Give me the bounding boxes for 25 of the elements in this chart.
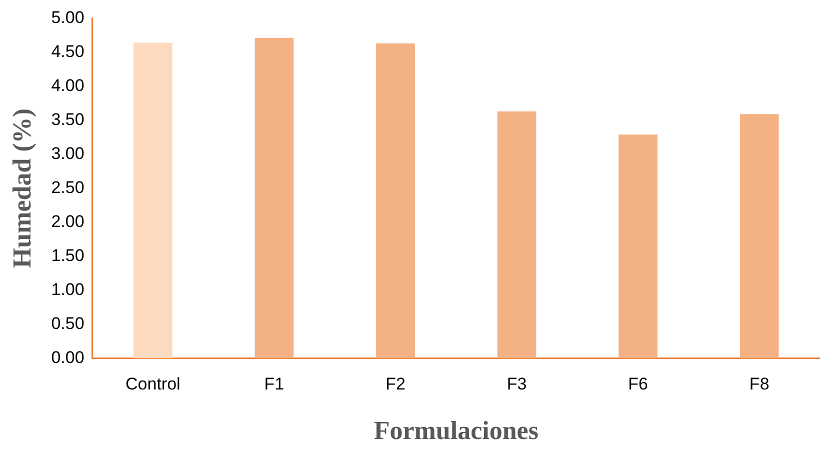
- y-axis-title: Humedad (%): [7, 108, 36, 268]
- x-axis-title: Formulaciones: [374, 416, 538, 446]
- bar: [376, 43, 415, 358]
- y-tick-label: 3.00: [51, 144, 84, 163]
- bar: [134, 42, 172, 358]
- bar: [618, 134, 658, 358]
- x-tick-label: F1: [264, 374, 284, 394]
- y-tick-label: 2.50: [51, 178, 84, 197]
- x-tick-label: Control: [126, 374, 180, 394]
- y-tick-label: 1.50: [51, 246, 84, 266]
- bar: [254, 38, 294, 358]
- y-tick-label: 3.50: [51, 110, 84, 129]
- x-tick-label: F3: [506, 374, 527, 394]
- x-tick-label: F2: [386, 374, 406, 394]
- x-tick-label: F6: [628, 374, 648, 394]
- bar: [740, 114, 779, 358]
- y-tick-label: 5.00: [51, 8, 84, 27]
- y-tick-label: 1.00: [51, 280, 84, 300]
- x-tick-label: F8: [749, 374, 770, 394]
- y-tick-label: 4.50: [51, 42, 84, 61]
- y-tick-label: 4.00: [51, 76, 84, 95]
- y-tick-label: 0.50: [51, 314, 84, 334]
- bar: [497, 111, 536, 358]
- y-tick-label: 2.00: [51, 212, 84, 232]
- y-tick-label: 0.00: [51, 348, 84, 368]
